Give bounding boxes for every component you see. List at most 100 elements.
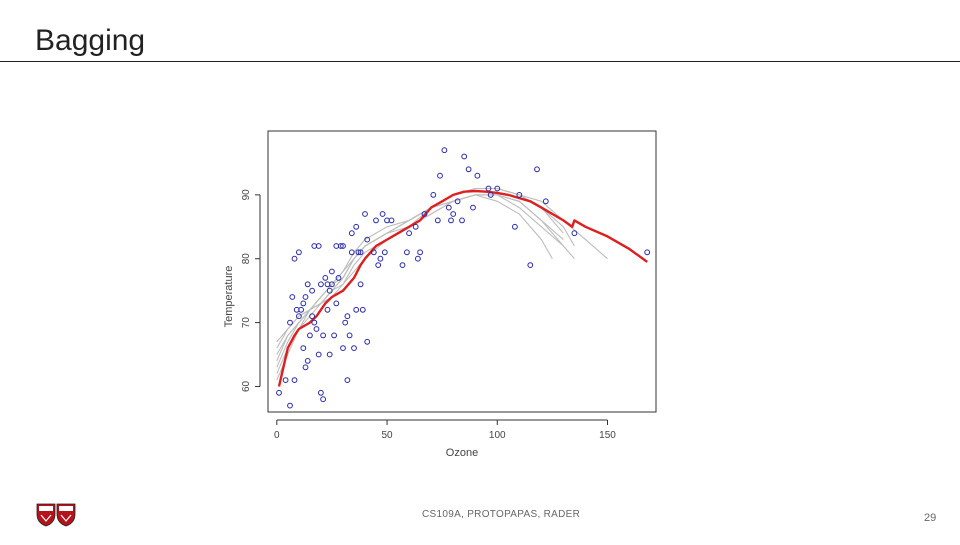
data-point	[322, 275, 329, 281]
data-point	[399, 262, 406, 269]
data-point	[346, 332, 353, 339]
data-point	[304, 358, 311, 364]
data-point	[353, 223, 360, 230]
data-point	[351, 345, 357, 352]
data-point	[309, 287, 316, 294]
data-point	[448, 217, 454, 224]
data-point	[318, 281, 324, 288]
data-point	[512, 223, 518, 230]
data-point	[379, 211, 386, 217]
data-point	[461, 153, 468, 160]
data-point	[571, 230, 578, 237]
data-point	[644, 249, 651, 256]
title-divider	[0, 61, 960, 62]
data-point	[487, 192, 494, 198]
data-point	[309, 313, 316, 320]
data-point	[406, 230, 413, 237]
data-point	[357, 249, 364, 256]
data-point	[357, 281, 364, 288]
data-point	[340, 243, 346, 249]
data-point	[326, 351, 333, 358]
data-point	[331, 332, 338, 339]
slide-title: Bagging	[35, 24, 146, 57]
data-point	[404, 249, 410, 256]
data-point	[296, 249, 302, 256]
data-point	[348, 249, 355, 256]
data-point	[311, 243, 318, 249]
data-point	[415, 255, 421, 262]
data-point	[370, 249, 377, 256]
data-point	[291, 377, 298, 384]
data-point	[337, 243, 344, 249]
data-point	[434, 217, 441, 224]
y-tick-label: 70	[241, 317, 252, 329]
data-point	[465, 166, 472, 173]
y-axis: 60 70 80 90	[241, 189, 261, 392]
footer-credits: CS109A, PROTOPAPAS, RADER	[422, 509, 581, 520]
data-point	[527, 262, 534, 269]
data-point	[485, 185, 492, 192]
data-point	[326, 287, 333, 294]
data-point	[445, 204, 452, 211]
data-point	[300, 300, 307, 307]
data-point	[333, 300, 340, 307]
data-point	[470, 204, 476, 211]
data-point	[344, 313, 351, 320]
data-point	[362, 211, 368, 217]
data-point	[377, 255, 384, 262]
x-tick-label: 50	[381, 430, 393, 441]
data-point	[313, 326, 320, 332]
data-point	[287, 402, 293, 409]
data-point	[353, 306, 360, 313]
data-point	[355, 249, 362, 256]
data-point	[340, 345, 346, 352]
data-point	[318, 389, 324, 396]
data-points	[276, 147, 651, 409]
data-point	[474, 172, 481, 179]
data-point	[412, 223, 419, 230]
university-shield-logo	[36, 503, 76, 527]
data-point	[335, 275, 342, 281]
data-point	[373, 217, 379, 224]
page-number: 29	[924, 512, 937, 524]
bagged-fits	[276, 187, 608, 381]
x-tick-label: 0	[274, 430, 280, 441]
data-point	[293, 306, 300, 313]
data-point	[307, 332, 313, 339]
data-point	[276, 389, 282, 396]
data-point	[430, 192, 437, 198]
data-point	[287, 319, 293, 326]
average-fit	[277, 189, 648, 387]
data-point	[454, 198, 461, 205]
y-tick-label: 80	[241, 253, 252, 265]
data-point	[381, 249, 388, 256]
data-point	[459, 217, 465, 224]
data-point	[296, 313, 302, 320]
data-point	[348, 230, 355, 237]
data-point	[364, 338, 371, 345]
data-point	[344, 377, 351, 384]
data-point	[282, 377, 289, 384]
data-point	[534, 166, 540, 173]
y-tick-label: 60	[241, 380, 252, 392]
data-point	[450, 211, 457, 217]
bagged-fit-line	[276, 187, 608, 349]
data-point	[304, 281, 311, 288]
data-point	[300, 345, 307, 352]
data-point	[342, 319, 349, 326]
x-axis: 0 50 100 150	[274, 419, 616, 441]
x-tick-label: 100	[489, 430, 506, 441]
x-axis-label: Ozone	[446, 447, 478, 459]
data-point	[375, 262, 382, 269]
data-point	[329, 268, 335, 275]
plot-frame	[267, 130, 657, 413]
bagged-fit-line	[276, 194, 564, 362]
data-point	[364, 236, 371, 243]
data-point	[516, 192, 523, 198]
y-tick-label: 90	[241, 189, 252, 201]
data-point	[437, 172, 443, 179]
data-point	[302, 294, 309, 300]
data-point	[388, 217, 395, 224]
